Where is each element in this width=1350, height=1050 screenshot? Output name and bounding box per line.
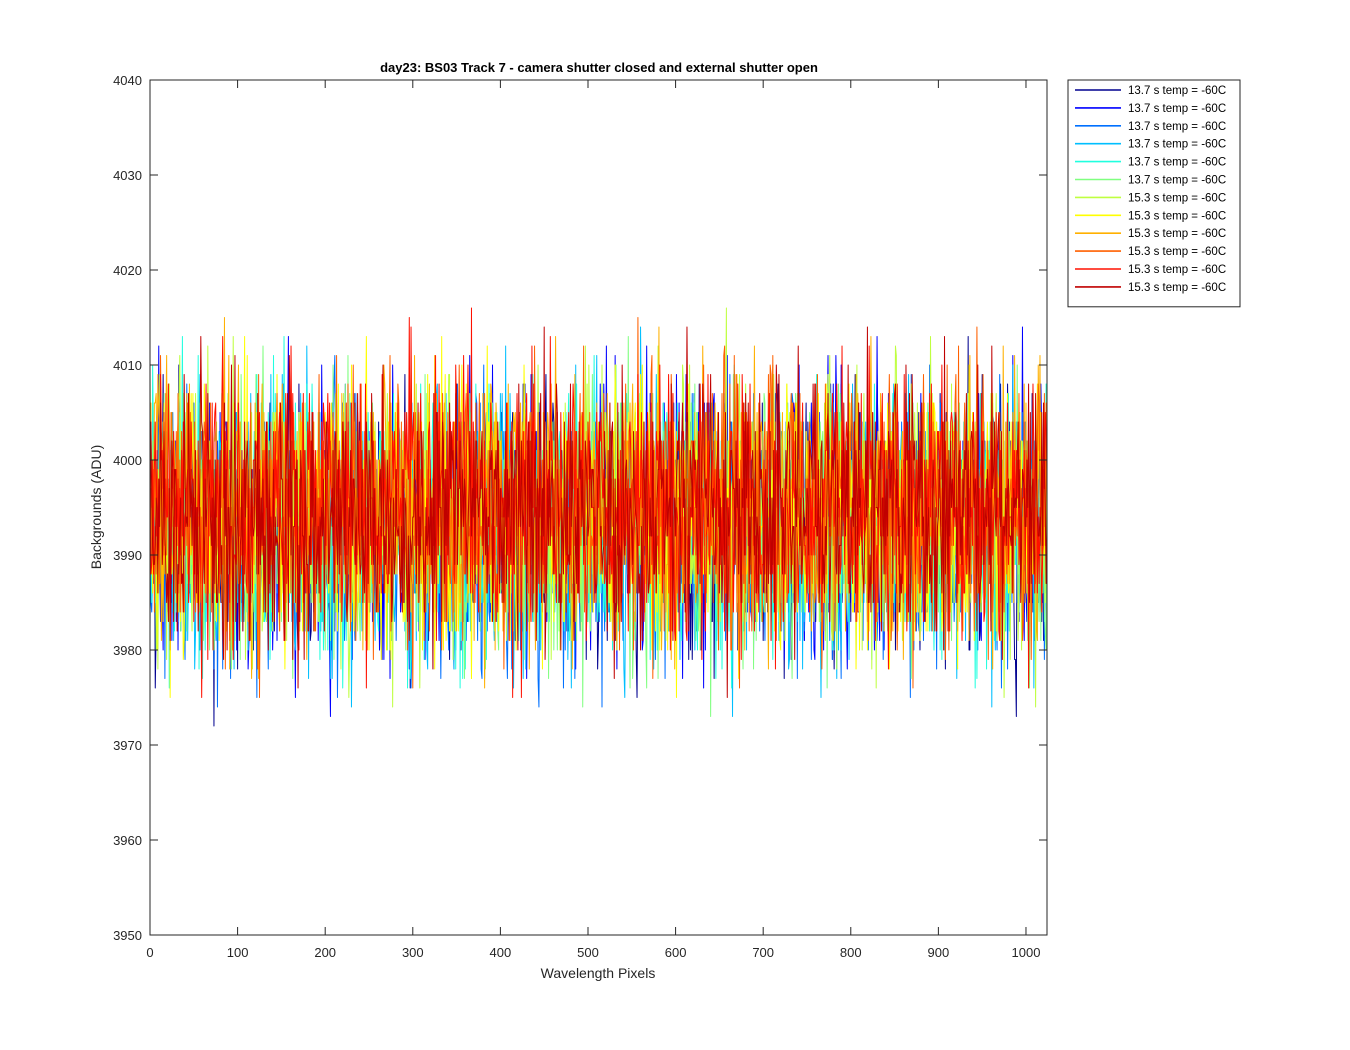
x-tick-label: 600 <box>665 945 687 960</box>
legend-entry-label: 15.3 s temp = -60C <box>1128 210 1226 222</box>
x-tick-label: 0 <box>146 945 153 960</box>
x-axis-label: Wavelength Pixels <box>541 965 656 981</box>
x-tick-label: 500 <box>577 945 599 960</box>
y-tick-label: 4000 <box>113 453 142 468</box>
x-tick-label: 300 <box>402 945 424 960</box>
y-tick-label: 4020 <box>113 263 142 278</box>
axes-frame <box>149 79 1048 936</box>
legend-entry-label: 13.7 s temp = -60C <box>1128 85 1226 97</box>
legend-entry-label: 13.7 s temp = -60C <box>1128 139 1226 151</box>
legend[interactable]: 13.7 s temp = -60C 13.7 s temp = -60C 13.7… <box>1067 79 1241 308</box>
y-axis-label: Backgrounds (ADU) <box>88 445 104 570</box>
y-tick-label: 3960 <box>113 833 142 848</box>
legend-entry-label: 15.3 s temp = -60C <box>1128 246 1226 258</box>
legend-entry-label: 15.3 s temp = -60C <box>1128 192 1226 204</box>
y-tick-label: 4030 <box>113 168 142 183</box>
legend-entry-label: 13.7 s temp = -60C <box>1128 175 1226 187</box>
legend-entry-label: 13.7 s temp = -60C <box>1128 121 1226 133</box>
series-layer <box>150 307 1047 727</box>
y-tick-label: 3990 <box>113 548 142 563</box>
x-tick-label: 200 <box>314 945 336 960</box>
y-tick-label: 3950 <box>113 928 142 943</box>
chart-title: day23: BS03 Track 7 - camera shutter clo… <box>380 60 818 75</box>
legend-entry-label: 13.7 s temp = -60C <box>1128 103 1226 115</box>
y-axis: 3950 3960 3970 3980 3990 4000 4010 4020 4030 4040 <box>113 73 1047 943</box>
y-tick-label: 4010 <box>113 358 142 373</box>
y-tick-label: 4040 <box>113 73 142 88</box>
x-tick-label: 400 <box>490 945 512 960</box>
x-tick-label: 900 <box>928 945 950 960</box>
y-tick-label: 3970 <box>113 738 142 753</box>
x-tick-label: 800 <box>840 945 862 960</box>
legend-entry-label: 15.3 s temp = -60C <box>1128 282 1226 294</box>
legend-entry-label: 15.3 s temp = -60C <box>1128 264 1226 276</box>
x-tick-label: 100 <box>227 945 249 960</box>
series-line <box>150 307 1047 698</box>
legend-entry-label: 15.3 s temp = -60C <box>1128 228 1226 240</box>
series-line <box>150 326 1047 698</box>
x-tick-label: 1000 <box>1012 945 1041 960</box>
x-tick-label: 700 <box>752 945 774 960</box>
legend-entry-label: 13.7 s temp = -60C <box>1128 157 1226 169</box>
y-tick-label: 3980 <box>113 643 142 658</box>
x-axis: 0 100 200 300 400 500 600 700 800 900 1000 <box>146 80 1040 960</box>
